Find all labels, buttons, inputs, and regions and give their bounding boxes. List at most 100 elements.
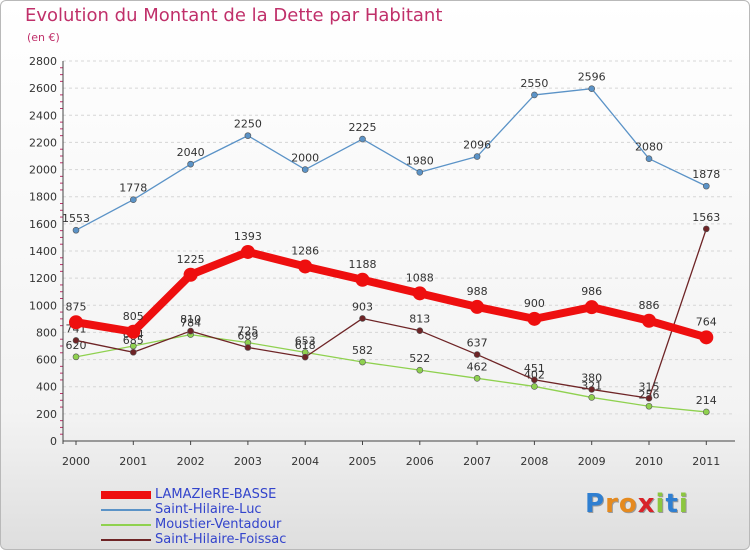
saint-hilaire-foissac-point — [187, 327, 194, 335]
saint-hilaire-foissac-data-label: 689 — [237, 329, 258, 342]
x-tick-label: 2011 — [692, 455, 720, 468]
y-tick-label: 1200 — [29, 272, 57, 285]
lamaziere-basse-data-label: 1188 — [349, 258, 377, 271]
saint-hilaire-luc-point — [244, 132, 252, 139]
lamaziere-basse-data-label: 988 — [467, 285, 488, 298]
lamaziere-basse-point — [470, 299, 485, 314]
lamaziere-basse-point — [699, 330, 714, 345]
saint-hilaire-foissac-data-label: 637 — [467, 337, 488, 350]
lamaziere-basse-data-label: 1088 — [406, 271, 434, 284]
lamaziere-basse-data-label: 1393 — [234, 230, 262, 243]
x-tick-label: 2008 — [520, 455, 548, 468]
lamaziere-basse-point — [355, 272, 370, 287]
y-tick-label: 2800 — [29, 55, 57, 68]
saint-hilaire-luc-point — [473, 153, 481, 160]
logo-letter: x — [637, 489, 656, 519]
y-tick-label: 1400 — [29, 245, 57, 258]
saint-hilaire-luc-data-label: 2550 — [520, 77, 548, 90]
moustier-ventadour-data-label: 522 — [409, 352, 430, 365]
saint-hilaire-luc-point — [359, 135, 366, 143]
x-tick-label: 2003 — [234, 455, 262, 468]
lamaziere-basse-point — [527, 311, 542, 326]
saint-hilaire-foissac-point — [473, 351, 481, 358]
saint-hilaire-foissac-data-label: 380 — [581, 371, 602, 384]
lamaziere-basse-point — [69, 315, 83, 330]
saint-hilaire-foissac-data-label: 903 — [352, 300, 373, 313]
saint-hilaire-foissac-point — [301, 353, 309, 361]
x-tick-label: 2001 — [119, 455, 147, 468]
legend-swatch — [101, 524, 151, 526]
legend-swatch — [101, 539, 151, 541]
moustier-ventadour-point — [588, 394, 596, 401]
y-tick-label: 2000 — [29, 164, 57, 177]
saint-hilaire-foissac-data-label: 315 — [639, 380, 660, 393]
proxiti-logo: Proxiti — [585, 489, 689, 519]
x-tick-label: 2000 — [62, 455, 90, 468]
logo-letter: o — [618, 489, 638, 519]
saint-hilaire-luc-point — [72, 226, 80, 234]
lamaziere-basse-line — [72, 247, 711, 342]
saint-hilaire-luc-data-label: 2596 — [578, 71, 606, 84]
x-tick-label: 2004 — [291, 455, 319, 468]
lamaziere-basse-data-label: 986 — [581, 285, 602, 298]
saint-hilaire-luc-data-label: 2040 — [177, 146, 205, 159]
saint-hilaire-luc-point — [531, 91, 538, 99]
saint-hilaire-foissac-point — [244, 344, 252, 351]
lamaziere-basse-data-label: 900 — [524, 297, 545, 310]
lamaziere-basse-point — [183, 267, 198, 282]
saint-hilaire-luc-data-label: 2000 — [291, 152, 319, 165]
saint-hilaire-luc-point — [130, 196, 137, 203]
x-tick-label: 2005 — [349, 455, 377, 468]
saint-hilaire-luc-data-label: 1553 — [62, 212, 90, 225]
moustier-ventadour-point — [702, 408, 710, 416]
saint-hilaire-luc-point — [702, 182, 710, 190]
moustier-ventadour-data-label: 462 — [467, 360, 488, 373]
moustier-ventadour-point — [645, 402, 653, 410]
logo-letter: t — [665, 489, 679, 519]
legend-swatch — [101, 491, 151, 499]
y-tick-label: 800 — [36, 326, 57, 339]
saint-hilaire-luc-data-label: 1778 — [119, 182, 147, 195]
saint-hilaire-foissac-point — [359, 315, 366, 322]
legend-swatch — [101, 509, 151, 511]
lamaziere-basse-data-label: 764 — [696, 315, 717, 328]
saint-hilaire-foissac-data-label: 451 — [524, 362, 545, 375]
legend-label: Moustier-Ventadour — [155, 517, 282, 532]
lamaziere-basse-point — [642, 313, 656, 328]
saint-hilaire-luc-data-label: 1878 — [692, 168, 720, 181]
chart-title: Evolution du Montant de la Dette par Hab… — [25, 5, 443, 26]
saint-hilaire-luc-data-label: 2080 — [635, 141, 663, 154]
y-tick-label: 0 — [50, 435, 57, 448]
x-tick-label: 2006 — [406, 455, 434, 468]
saint-hilaire-luc-data-label: 2096 — [463, 139, 491, 152]
legend-label: Saint-Hilaire-Foissac — [155, 532, 287, 547]
x-tick-label: 2007 — [463, 455, 491, 468]
saint-hilaire-foissac-data-label: 810 — [180, 313, 201, 326]
lamaziere-basse-data-label: 1225 — [177, 253, 205, 266]
saint-hilaire-foissac-point — [72, 337, 80, 344]
saint-hilaire-luc-point — [416, 168, 424, 176]
lamaziere-basse-point — [240, 244, 255, 259]
y-tick-label: 2400 — [29, 109, 57, 122]
moustier-ventadour-point — [416, 366, 424, 374]
moustier-ventadour-point — [359, 358, 366, 366]
moustier-ventadour-point — [531, 383, 538, 390]
logo-letter: P — [585, 489, 606, 519]
saint-hilaire-luc-data-label: 2250 — [234, 118, 262, 131]
saint-hilaire-luc-point — [187, 160, 194, 168]
x-tick-label: 2010 — [635, 455, 663, 468]
moustier-ventadour-data-label: 402 — [524, 368, 545, 381]
lamaziere-basse-data-label: 886 — [639, 299, 660, 312]
saint-hilaire-foissac-point — [702, 225, 710, 233]
y-tick-label: 2200 — [29, 136, 57, 149]
saint-hilaire-foissac-point — [645, 394, 653, 402]
saint-hilaire-luc-data-label: 2225 — [349, 121, 377, 134]
saint-hilaire-foissac-line — [75, 228, 707, 399]
lamaziere-basse-point — [298, 259, 313, 274]
legend-label: Saint-Hilaire-Luc — [155, 502, 262, 517]
moustier-ventadour-line — [75, 333, 707, 413]
chart-subtitle: (en €) — [27, 31, 60, 44]
y-tick-label: 1600 — [29, 218, 57, 231]
y-tick-label: 400 — [36, 381, 57, 394]
